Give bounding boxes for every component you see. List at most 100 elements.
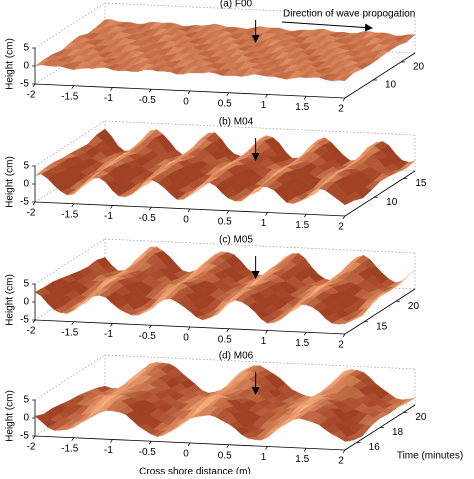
- surface-patch: [337, 437, 355, 442]
- x-tick-label: -0.5: [139, 213, 157, 224]
- box-edge: [104, 354, 416, 370]
- z-tick-label: 0: [23, 179, 29, 190]
- z-axis-label: Height (cm): [5, 274, 16, 326]
- y-tick-label: 20: [415, 412, 427, 423]
- x-tick-label: 0: [183, 449, 189, 460]
- x-tick: [110, 323, 113, 327]
- surface-patch: [338, 195, 355, 206]
- x-tick-label: -0.5: [139, 447, 157, 458]
- x-tick-label: -2: [27, 442, 36, 453]
- x-tick: [342, 215, 346, 220]
- box-edge: [104, 120, 416, 136]
- x-tick: [265, 212, 268, 216]
- x-tick: [342, 449, 346, 454]
- axis-line: [344, 288, 416, 335]
- x-tick: [187, 90, 191, 95]
- y-tick-label: 15: [415, 178, 427, 189]
- x-tick-label: 1: [261, 452, 267, 463]
- box-edge: [104, 238, 416, 254]
- x-tick: [71, 437, 75, 441]
- x-tick: [342, 97, 346, 102]
- x-tick-label: -0.5: [139, 95, 157, 106]
- z-tick-label: 0: [23, 297, 29, 308]
- x-tick-label: 0: [183, 215, 189, 226]
- z-tick-label: 0: [23, 61, 29, 72]
- x-tick: [110, 87, 113, 91]
- x-tick-label: 1: [261, 218, 267, 229]
- x-tick: [265, 94, 268, 98]
- x-tick: [226, 444, 230, 448]
- x-tick: [148, 89, 152, 93]
- panel-title: (a) F00: [220, 0, 253, 10]
- x-tick: [187, 208, 191, 213]
- z-axis-label: Height (cm): [5, 390, 16, 442]
- x-tick: [342, 333, 346, 338]
- surface-patch: [338, 319, 354, 325]
- x-tick-label: 1.5: [295, 338, 309, 349]
- z-tick-label: 5: [23, 161, 29, 172]
- x-tick: [32, 319, 36, 324]
- y-tick-label: 18: [392, 427, 404, 438]
- x-tick-label: 1: [261, 100, 267, 111]
- x-tick: [226, 92, 230, 96]
- x-tick-label: -2: [27, 90, 36, 101]
- y-tick-label: 10: [385, 80, 397, 91]
- x-tick: [303, 214, 307, 218]
- x-tick-label: 1: [261, 336, 267, 347]
- x-tick: [148, 325, 152, 329]
- x-tick-label: 0.5: [218, 98, 232, 109]
- box-edge: [104, 2, 416, 18]
- x-tick-label: -2: [27, 208, 36, 219]
- x-tick: [32, 435, 36, 440]
- z-tick-label: 5: [23, 279, 29, 290]
- x-tick: [110, 205, 113, 209]
- x-tick-label: -1: [104, 211, 113, 222]
- panel-title: (b) M04: [219, 117, 254, 128]
- x-tick: [148, 207, 152, 211]
- x-tick-label: -1: [104, 329, 113, 340]
- x-tick: [226, 328, 230, 332]
- surface-patch: [337, 72, 354, 81]
- z-tick-label: 5: [23, 395, 29, 406]
- z-tick-label: 0: [23, 413, 29, 424]
- z-tick-label: -5: [20, 79, 29, 90]
- x-tick: [32, 201, 36, 206]
- x-tick-label: -1.5: [61, 327, 79, 338]
- y-tick-label: 10: [386, 197, 398, 208]
- panel-title: (d) M06: [219, 351, 254, 362]
- z-tick-label: 5: [23, 43, 29, 54]
- z-tick-label: -5: [20, 431, 29, 442]
- x-tick-label: 1.5: [295, 454, 309, 465]
- axis-line: [344, 52, 416, 99]
- x-tick-label: 2: [338, 104, 344, 115]
- x-tick: [265, 446, 268, 450]
- x-tick: [71, 321, 75, 325]
- x-tick: [71, 85, 75, 89]
- x-tick: [303, 332, 307, 336]
- x-tick: [265, 330, 268, 334]
- x-tick-label: -2: [27, 326, 36, 337]
- x-tick: [187, 442, 191, 447]
- x-tick-label: 2: [338, 222, 344, 233]
- x-tick: [148, 441, 152, 445]
- x-tick-label: 0: [183, 333, 189, 344]
- x-tick: [110, 439, 113, 443]
- x-tick-label: -1.5: [61, 209, 79, 220]
- annotation: Direction of wave propogation: [283, 9, 415, 20]
- y-axis-label: Time (minutes): [397, 451, 463, 462]
- direction-arrow: [281, 21, 373, 32]
- x-tick-label: 0.5: [218, 450, 232, 461]
- x-tick-label: 2: [338, 456, 344, 467]
- x-tick-label: -0.5: [139, 331, 157, 342]
- y-tick-label: 15: [376, 321, 388, 332]
- x-tick-label: 0.5: [218, 334, 232, 345]
- x-tick-label: 0: [183, 97, 189, 108]
- x-tick-label: 1.5: [295, 102, 309, 113]
- y-tick-label: 20: [413, 62, 425, 73]
- x-tick: [32, 83, 36, 88]
- z-tick-label: -5: [20, 315, 29, 326]
- z-axis-label: Height (cm): [5, 38, 16, 90]
- x-tick-label: -1: [104, 445, 113, 456]
- x-tick: [187, 326, 191, 331]
